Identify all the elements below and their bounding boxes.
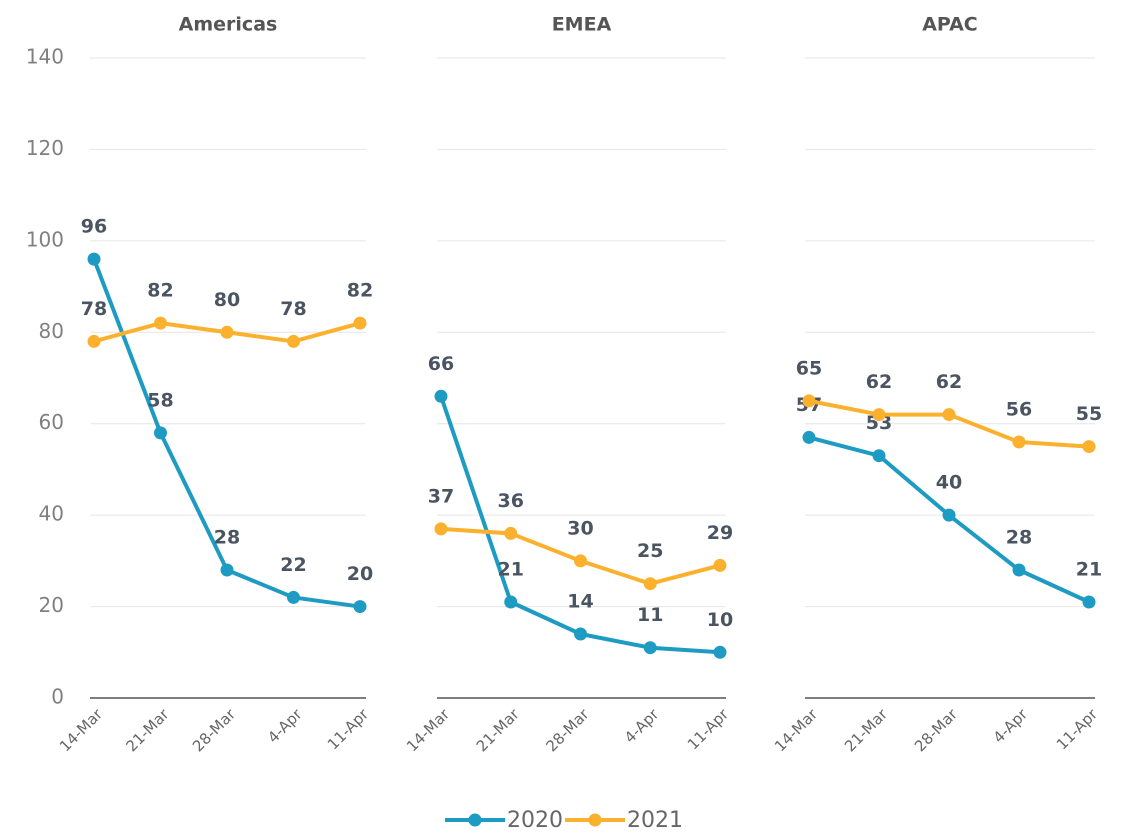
- data-label: 66: [428, 353, 454, 375]
- data-label: 28: [1006, 527, 1032, 549]
- point: [504, 526, 518, 540]
- point: [872, 449, 886, 463]
- x-tick-label: 14-Mar: [771, 705, 822, 756]
- point: [220, 563, 234, 577]
- point: [1082, 440, 1096, 454]
- data-label: 82: [147, 280, 173, 302]
- x-tick-label: 4-Apr: [264, 705, 306, 747]
- x-tick-label: 11-Apr: [684, 705, 733, 754]
- data-label: 30: [567, 517, 593, 539]
- point: [434, 389, 448, 403]
- point: [1012, 435, 1026, 449]
- y-tick-label: 140: [26, 45, 64, 69]
- data-label: 25: [637, 540, 663, 562]
- point: [802, 430, 816, 444]
- point: [942, 408, 956, 422]
- x-tick-label: 28-Mar: [911, 705, 962, 756]
- point: [87, 252, 101, 266]
- y-tick-label: 100: [26, 227, 64, 251]
- point: [574, 554, 587, 568]
- y-tick-label: 120: [26, 136, 64, 160]
- x-tick-label: 21-Mar: [122, 705, 173, 756]
- point: [643, 577, 657, 591]
- data-label: 36: [498, 490, 524, 512]
- point: [353, 600, 367, 614]
- data-label: 53: [866, 412, 892, 434]
- x-tick-label: 14-Mar: [403, 705, 454, 756]
- panel-title: EMEA: [552, 14, 612, 36]
- x-tick-label: 14-Mar: [56, 705, 107, 756]
- panel-title: Americas: [179, 14, 278, 36]
- data-label: 11: [637, 604, 663, 626]
- x-tick-label: 4-Apr: [990, 705, 1032, 747]
- data-label: 20: [347, 563, 373, 585]
- data-label: 82: [347, 280, 373, 302]
- data-label: 62: [866, 371, 892, 393]
- data-label: 80: [214, 289, 240, 311]
- panel-title: APAC: [922, 14, 978, 36]
- legend-label: 2020: [507, 808, 563, 833]
- point: [287, 334, 300, 348]
- data-label: 58: [147, 389, 173, 411]
- point: [353, 316, 367, 330]
- point: [802, 394, 816, 408]
- point: [942, 508, 956, 522]
- data-label: 78: [280, 298, 306, 320]
- data-label: 40: [936, 472, 962, 494]
- data-label: 14: [567, 591, 593, 613]
- point: [713, 558, 727, 572]
- point: [1082, 595, 1096, 609]
- data-label: 21: [1076, 559, 1102, 581]
- x-tick-label: 11-Apr: [1053, 705, 1102, 754]
- data-label: 55: [1076, 403, 1102, 425]
- point: [872, 408, 886, 422]
- point: [154, 426, 167, 440]
- data-label: 65: [796, 357, 822, 379]
- x-tick-label: 28-Mar: [542, 705, 593, 756]
- x-tick-label: 4-Apr: [621, 705, 663, 747]
- y-tick-label: 20: [39, 593, 64, 617]
- legend-marker: [468, 813, 482, 827]
- point: [87, 334, 101, 348]
- x-tick-label: 21-Mar: [841, 705, 892, 756]
- point: [434, 522, 448, 536]
- data-label: 62: [936, 371, 962, 393]
- y-tick-label: 60: [39, 410, 64, 434]
- series-line: 2020: [92, 258, 361, 609]
- point: [287, 590, 300, 604]
- point: [220, 325, 234, 339]
- data-label: 56: [1006, 399, 1032, 421]
- legend-label: 2021: [627, 808, 683, 833]
- x-tick-label: 28-Mar: [189, 705, 240, 756]
- point: [713, 645, 727, 659]
- data-label: 78: [81, 298, 107, 320]
- point: [574, 627, 587, 641]
- point: [643, 641, 657, 655]
- point: [1012, 563, 1026, 577]
- point: [504, 595, 518, 609]
- data-label: 28: [214, 527, 240, 549]
- data-label: 21: [498, 559, 524, 581]
- legend-marker: [588, 813, 602, 827]
- x-tick-label: 11-Apr: [324, 705, 373, 754]
- y-tick-label: 80: [39, 319, 64, 343]
- data-label: 10: [707, 609, 733, 631]
- data-label: 22: [280, 554, 306, 576]
- data-label: 29: [707, 522, 733, 544]
- y-tick-label: 40: [39, 502, 64, 526]
- y-tick-label: 0: [51, 685, 64, 709]
- point: [154, 316, 167, 330]
- data-label: 96: [81, 216, 107, 238]
- x-tick-label: 21-Mar: [473, 705, 524, 756]
- data-label: 37: [428, 485, 454, 507]
